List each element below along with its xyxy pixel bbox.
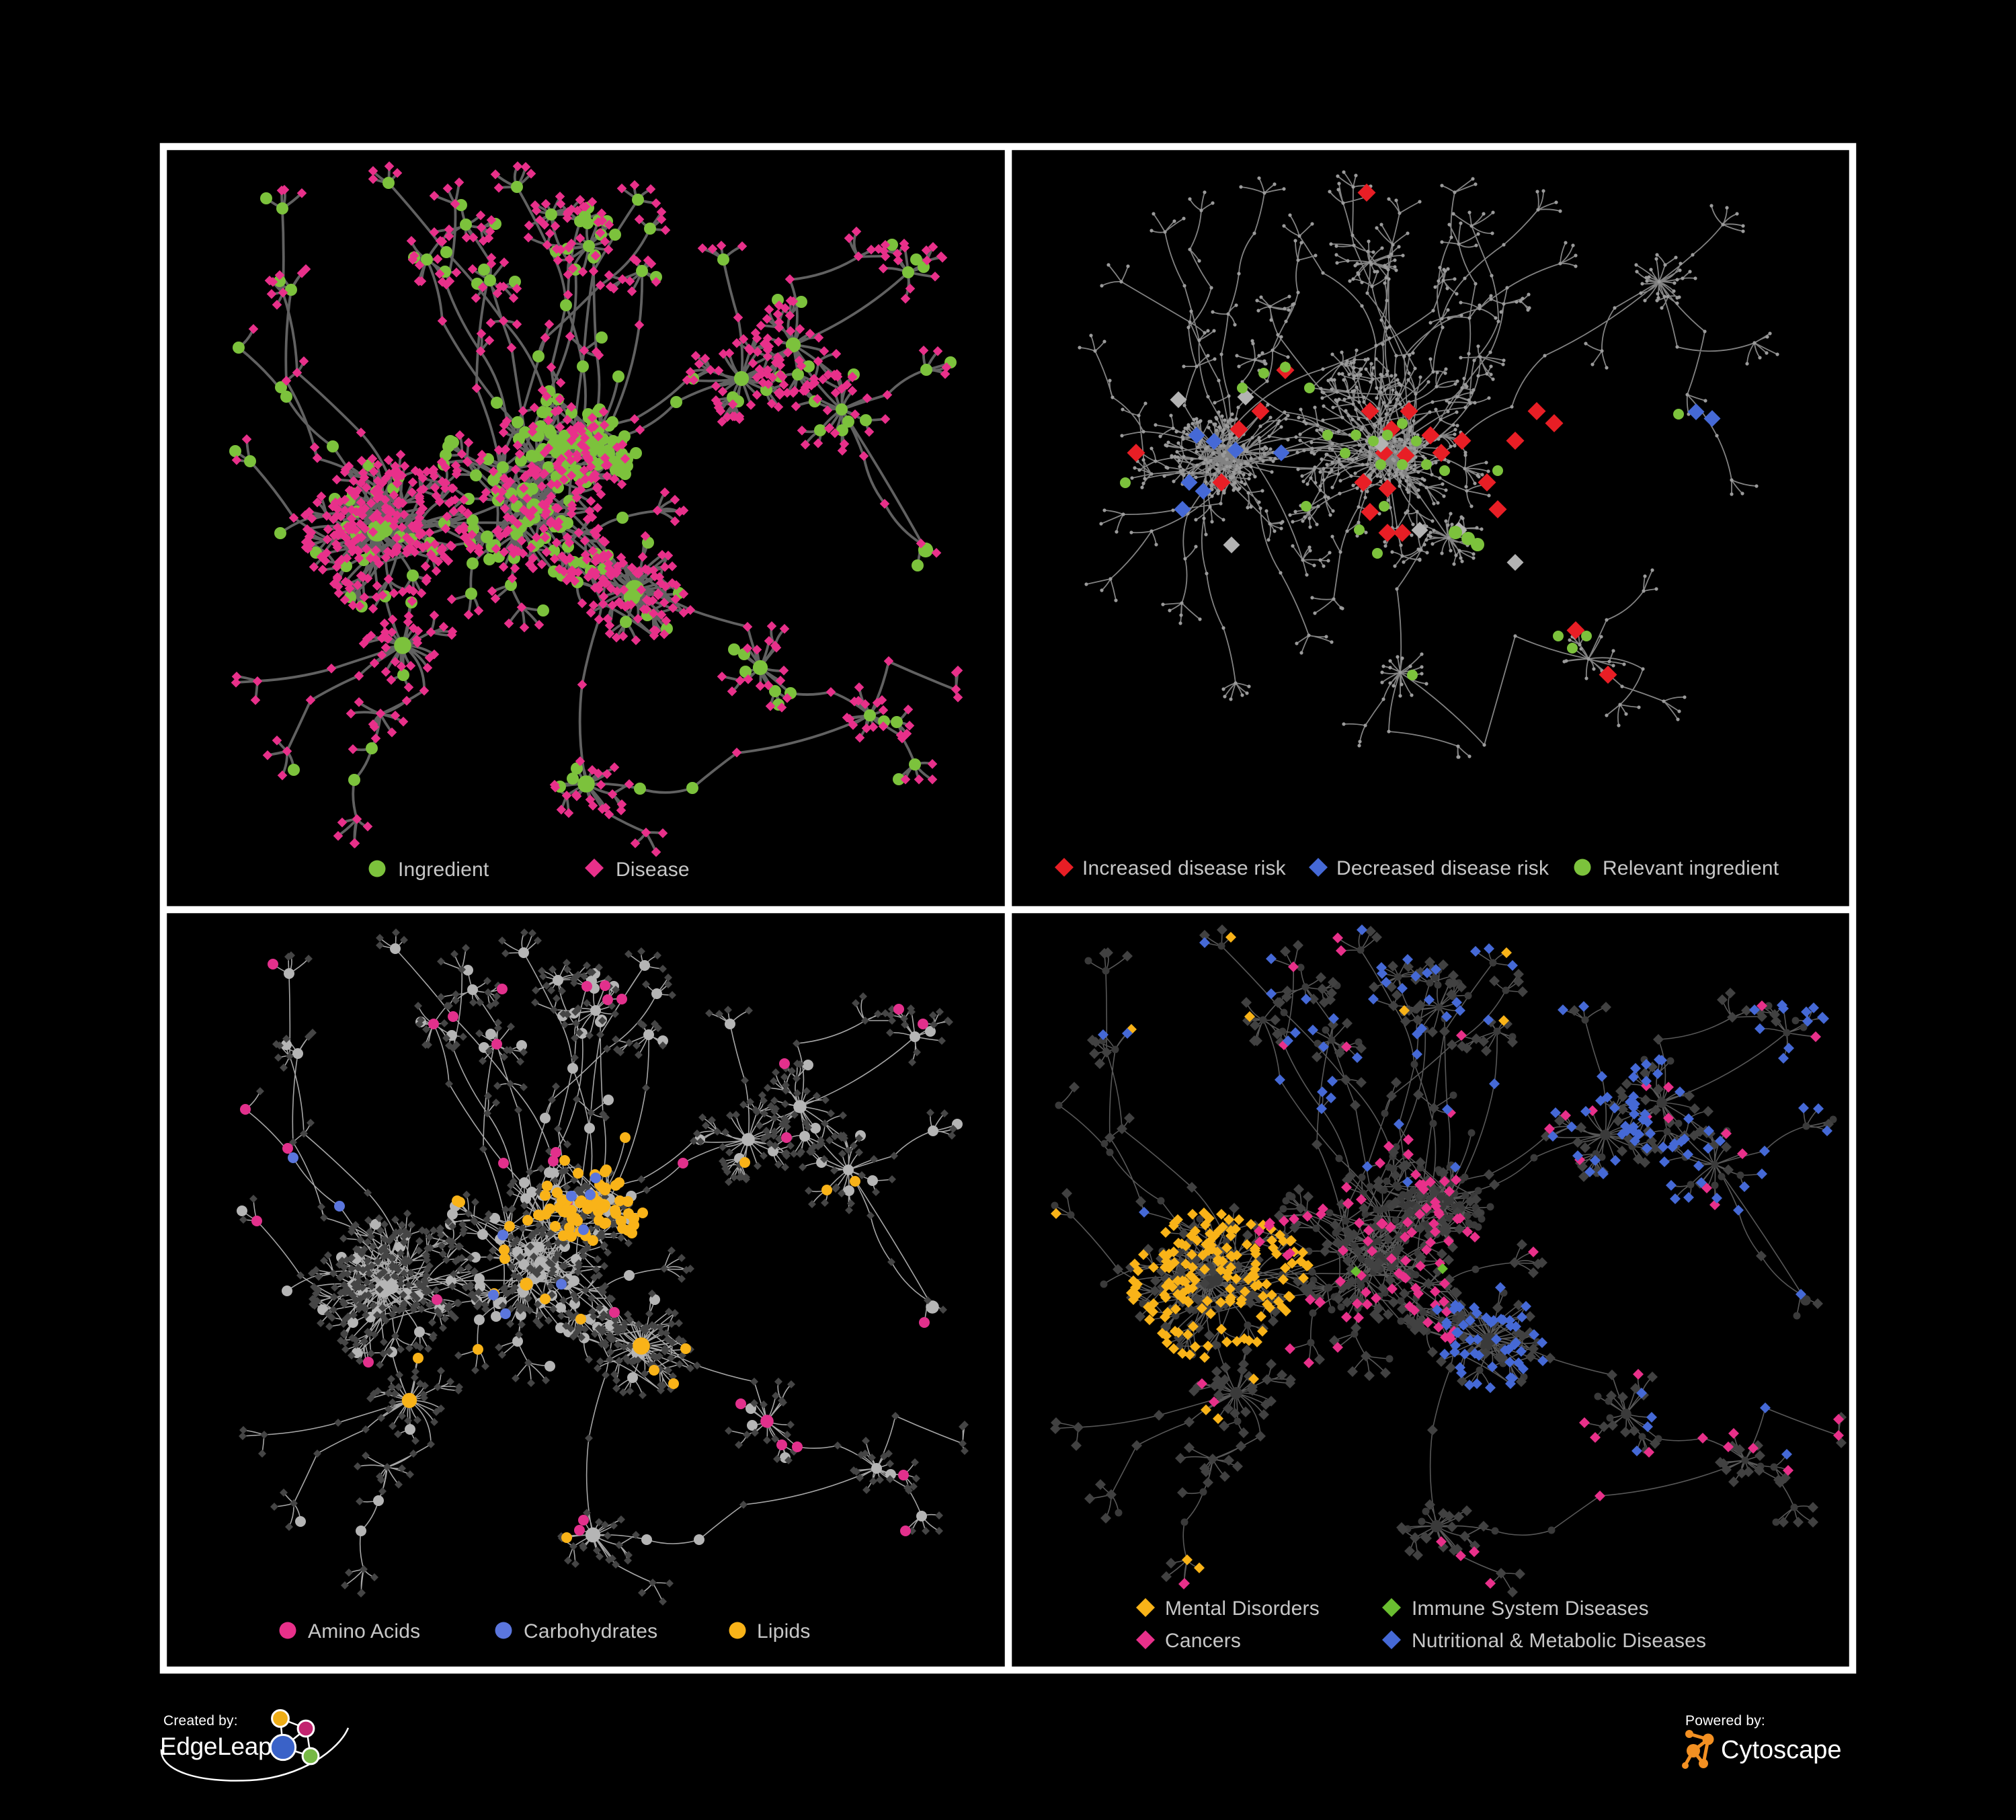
- svg-text:Disease: Disease: [616, 859, 690, 881]
- svg-text:Created by:: Created by:: [163, 1713, 238, 1729]
- svg-text:EdgeLeap: EdgeLeap: [160, 1733, 272, 1760]
- svg-text:Powered by:: Powered by:: [1685, 1713, 1765, 1729]
- svg-text:Increased disease risk: Increased disease risk: [1082, 857, 1287, 879]
- svg-text:Mental Disorders: Mental Disorders: [1165, 1597, 1320, 1620]
- svg-text:Ingredient: Ingredient: [398, 859, 489, 881]
- svg-text:Cancers: Cancers: [1165, 1630, 1241, 1652]
- svg-text:Decreased disease risk: Decreased disease risk: [1336, 857, 1549, 879]
- svg-text:Carbohydrates: Carbohydrates: [524, 1620, 657, 1643]
- svg-text:Relevant ingredient: Relevant ingredient: [1603, 857, 1779, 879]
- svg-text:Immune System Diseases: Immune System Diseases: [1412, 1597, 1649, 1620]
- svg-text:Cytoscape: Cytoscape: [1721, 1736, 1842, 1764]
- svg-text:Amino Acids: Amino Acids: [308, 1620, 420, 1643]
- svg-text:Nutritional & Metabolic Diseas: Nutritional & Metabolic Diseases: [1412, 1630, 1706, 1652]
- svg-text:Lipids: Lipids: [757, 1620, 811, 1643]
